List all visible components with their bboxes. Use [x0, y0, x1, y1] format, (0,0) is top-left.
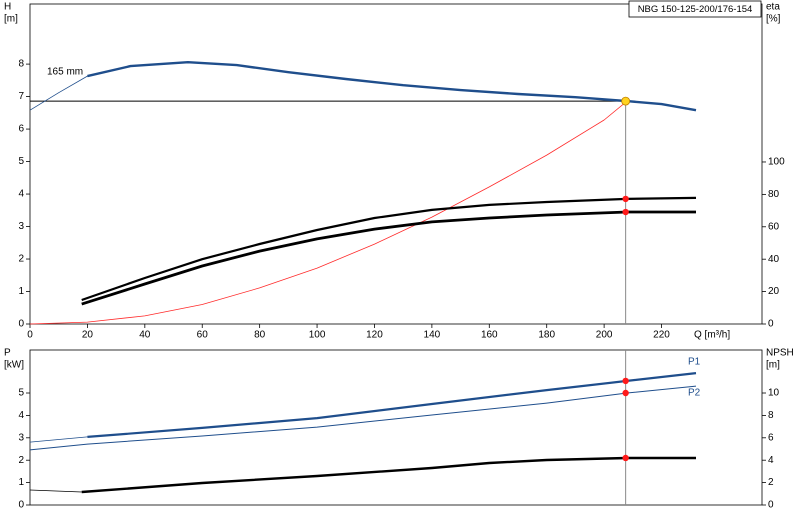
- y-axis-label: [kW]: [4, 360, 24, 371]
- y-tick-label: 3: [18, 432, 24, 443]
- y2-tick-label: 60: [768, 221, 780, 232]
- y-axis-label: H: [4, 2, 11, 13]
- y2-tick-label: 10: [768, 388, 780, 399]
- y2-tick-label: 4: [768, 455, 774, 466]
- y-tick-label: 0: [18, 319, 24, 330]
- curve: [29, 385, 697, 451]
- x-tick-label: 80: [254, 330, 266, 341]
- x-tick-label: 120: [366, 330, 383, 341]
- x-tick-label: 200: [596, 330, 613, 341]
- curve-label: P2: [688, 388, 701, 399]
- duty-point: [622, 208, 629, 216]
- y2-axis-label: [%]: [766, 14, 781, 25]
- curve: [87, 61, 697, 112]
- y-tick-label: 1: [18, 286, 24, 297]
- y-tick-label: 5: [18, 388, 24, 399]
- y-tick-label: 2: [18, 455, 24, 466]
- curve: [29, 436, 88, 443]
- y2-axis-label: [m]: [766, 360, 780, 371]
- y2-tick-label: 0: [768, 500, 774, 511]
- duty-point: [622, 195, 629, 203]
- x-tick-label: 40: [139, 330, 151, 341]
- y2-tick-label: 8: [768, 410, 774, 421]
- chart-title: NBG 150-125-200/176-154: [638, 4, 753, 15]
- duty-point: [621, 96, 631, 106]
- y-tick-label: 6: [18, 124, 24, 135]
- curve: [87, 372, 697, 438]
- y2-tick-label: 0: [768, 319, 774, 330]
- y2-tick-label: 100: [768, 157, 785, 168]
- plot-frame: [29, 3, 763, 325]
- annotation: 165 mm: [47, 67, 83, 78]
- x-tick-label: 180: [538, 330, 555, 341]
- y2-axis-label: eta: [766, 2, 780, 13]
- y-tick-label: 2: [18, 254, 24, 265]
- curve: [81, 210, 696, 306]
- duty-point: [622, 389, 629, 397]
- curve: [81, 456, 696, 494]
- y-tick-label: 0: [18, 500, 24, 511]
- title-box: [628, 0, 762, 18]
- y-axis-label: P: [4, 348, 11, 359]
- y-tick-label: 5: [18, 156, 24, 167]
- y-tick-label: 4: [18, 410, 24, 421]
- y-tick-label: 8: [18, 59, 24, 70]
- x-axis-label: Q [m³/h]: [694, 330, 730, 341]
- plot-frame: [29, 349, 763, 506]
- duty-point: [622, 454, 629, 462]
- y2-tick-label: 6: [768, 432, 774, 443]
- y2-axis-label: NPSH: [766, 348, 794, 359]
- x-tick-label: 60: [197, 330, 209, 341]
- duty-point: [622, 377, 629, 385]
- y-tick-label: 7: [18, 91, 24, 102]
- x-tick-label: 140: [424, 330, 441, 341]
- y2-tick-label: 80: [768, 189, 780, 200]
- curve: [29, 489, 82, 493]
- x-tick-label: 0: [27, 330, 33, 341]
- curve: [81, 196, 697, 302]
- y-tick-label: 4: [18, 189, 24, 200]
- x-tick-label: 20: [82, 330, 94, 341]
- y2-tick-label: 2: [768, 477, 774, 488]
- y2-tick-label: 20: [768, 286, 780, 297]
- y-tick-label: 1: [18, 477, 24, 488]
- x-tick-label: 220: [653, 330, 670, 341]
- x-tick-label: 100: [309, 330, 326, 341]
- y-tick-label: 3: [18, 221, 24, 232]
- curve-label: P1: [688, 357, 701, 368]
- y-axis-label: [m]: [4, 14, 18, 25]
- y2-tick-label: 40: [768, 254, 780, 265]
- curve: [29, 100, 628, 325]
- x-tick-label: 160: [481, 330, 498, 341]
- curve: [29, 75, 88, 111]
